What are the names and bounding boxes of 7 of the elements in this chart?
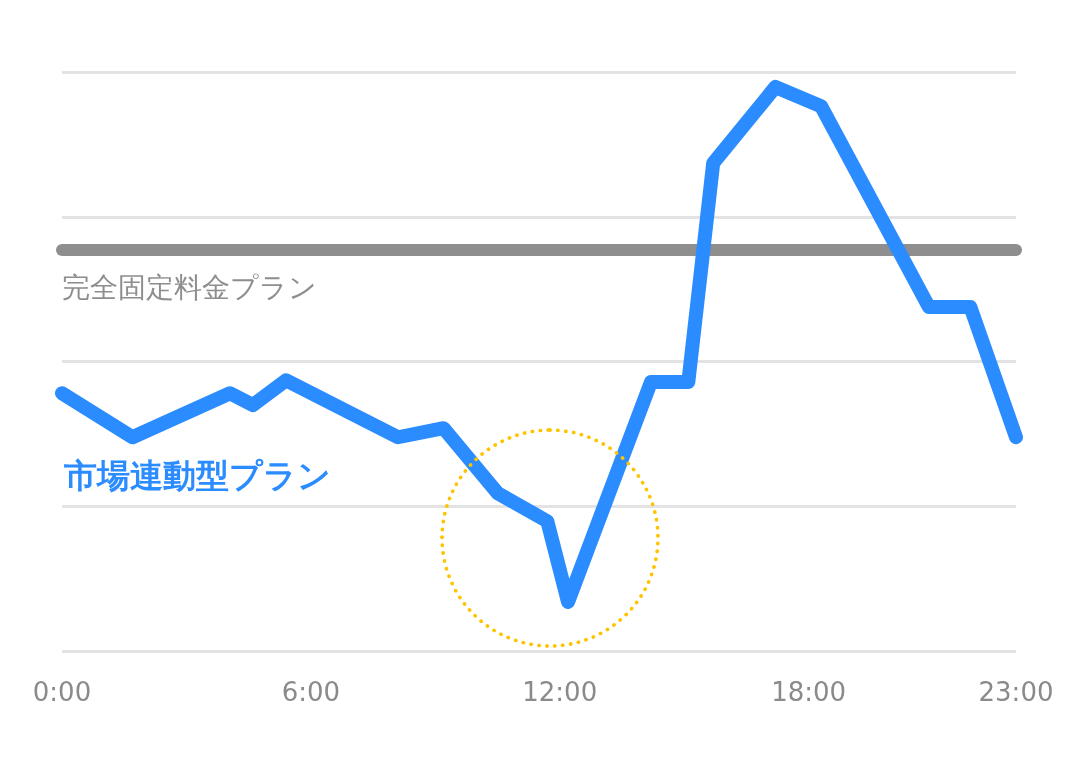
- x-tick-label: 0:00: [32, 677, 92, 707]
- x-tick-label: 23:00: [978, 677, 1054, 707]
- x-tick-label: 12:00: [522, 677, 598, 707]
- x-tick-label: 6:00: [281, 677, 341, 707]
- x-tick-label: 18:00: [771, 677, 847, 707]
- series-label: 完全固定料金プラン: [62, 272, 317, 304]
- series-label: 市場連動型プラン: [63, 457, 331, 495]
